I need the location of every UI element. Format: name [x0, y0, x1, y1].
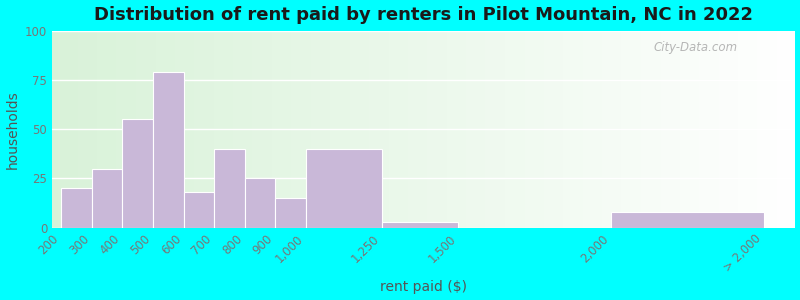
Bar	[153, 72, 183, 228]
Bar	[214, 149, 245, 228]
Bar	[122, 119, 153, 228]
Bar	[275, 198, 306, 228]
Bar	[183, 192, 214, 228]
X-axis label: rent paid ($): rent paid ($)	[380, 280, 467, 294]
Bar	[92, 169, 122, 228]
Bar	[62, 188, 92, 228]
Bar	[245, 178, 275, 228]
Bar	[382, 222, 458, 228]
Bar	[611, 212, 764, 228]
Bar	[611, 212, 764, 228]
Y-axis label: households: households	[6, 90, 19, 169]
Title: Distribution of rent paid by renters in Pilot Mountain, NC in 2022: Distribution of rent paid by renters in …	[94, 6, 753, 24]
Bar	[306, 149, 382, 228]
Text: City-Data.com: City-Data.com	[654, 40, 738, 53]
